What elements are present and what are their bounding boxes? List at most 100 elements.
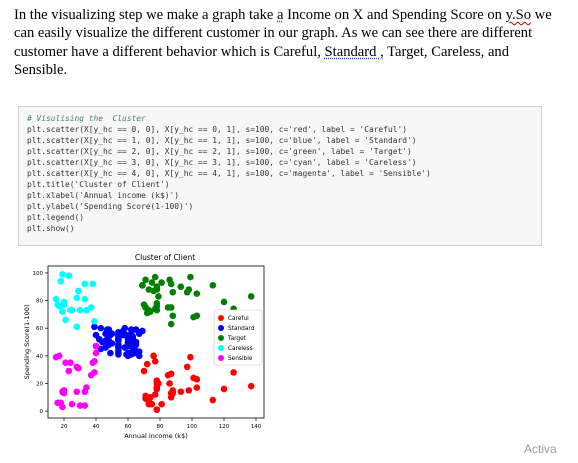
code-line: plt.scatter(X[y_hc == 4, 0], X[y_hc == 4… — [27, 169, 431, 178]
scatter-point-target — [139, 282, 146, 289]
grammar-flag-word: a — [277, 7, 284, 23]
scatter-point-careless — [76, 306, 84, 314]
scatter-point-target — [177, 283, 185, 291]
scatter-point-standard — [132, 338, 140, 346]
scatter-point-careful — [167, 370, 175, 378]
scatter-point-target — [158, 279, 165, 286]
legend-label: Careless — [228, 346, 253, 352]
paragraph-text: Target, Careless, and Sensible. — [14, 43, 510, 79]
scatter-point-standard — [129, 333, 137, 340]
scatter-point-careless — [81, 295, 89, 303]
scatter-point-careless — [59, 270, 66, 278]
scatter-point-careless — [83, 306, 90, 314]
chart-legend: Careful Standard Target Careless Sensible — [213, 309, 263, 366]
scatter-point-target — [187, 273, 194, 281]
scatter-point-sensible — [62, 359, 69, 367]
scatter-point-careless — [59, 308, 66, 315]
scatter-point-careful — [150, 352, 157, 360]
scatter-point-standard — [91, 323, 98, 331]
code-comment: # Visulising the Cluster — [27, 114, 146, 123]
scatter-point-standard — [135, 352, 143, 360]
scatter-point-careful — [169, 387, 177, 394]
y-tick-label: 20 — [36, 381, 43, 387]
scatter-point-careless — [81, 280, 89, 288]
scatter-point-sensible — [73, 388, 81, 396]
scatter-point-careful — [209, 396, 217, 404]
scatter-point-sensible — [75, 364, 82, 372]
scatter-point-careless — [87, 304, 95, 311]
code-line: plt.scatter(X[y_hc == 2, 0], X[y_hc == 2… — [27, 147, 412, 156]
x-tick-label: 100 — [187, 424, 198, 430]
scatter-point-careful — [183, 363, 191, 371]
code-line: plt.scatter(X[y_hc == 3, 0], X[y_hc == 3… — [27, 158, 417, 167]
code-line: plt.show() — [27, 224, 75, 233]
scatter-point-careful — [185, 387, 193, 394]
scatter-point-careful — [193, 384, 201, 391]
scatter-point-standard — [115, 344, 122, 351]
scatter-point-careless — [73, 323, 81, 331]
scatter-point-target — [167, 320, 175, 328]
legend-label: Standard — [228, 326, 255, 332]
legend-box — [213, 309, 263, 366]
scatter-point-careful — [153, 385, 161, 393]
scatter-point-target — [193, 290, 201, 297]
scatter-point-careful — [230, 369, 237, 376]
scatter-point-standard — [108, 340, 116, 347]
scatter-point-sensible — [55, 352, 63, 360]
scatter-point-target — [167, 304, 175, 311]
scatter-point-careful — [177, 388, 185, 396]
legend-marker — [218, 315, 224, 321]
scatter-point-target — [148, 279, 156, 286]
y-axis-label: Spending Score(1-100) — [23, 305, 31, 380]
scatter-point-careless — [73, 294, 81, 302]
scatter-point-sensible — [60, 389, 68, 397]
x-tick-label: 80 — [157, 424, 164, 430]
code-line: plt.title('Cluster of Client') — [27, 180, 170, 189]
scatter-point-careful — [143, 360, 151, 368]
data-points — [52, 270, 255, 414]
scatter-point-sensible — [92, 349, 100, 357]
scatter-point-standard — [107, 349, 114, 357]
scatter-point-careless — [62, 316, 69, 324]
y-tick-label: 40 — [36, 354, 43, 360]
spelling-flag-word: y.So — [505, 7, 532, 23]
scatter-point-target — [153, 300, 161, 307]
y-tick-label: 100 — [33, 271, 44, 277]
scatter-point-standard — [97, 324, 105, 332]
scatter-point-target — [169, 288, 177, 296]
code-line: plt.legend() — [27, 213, 85, 222]
scatter-point-careful — [140, 367, 148, 375]
scatter-point-careful — [247, 382, 255, 390]
paragraph-text: Income on X and Spending Score on — [283, 7, 506, 23]
scatter-point-target — [247, 293, 255, 300]
scatter-point-target — [220, 298, 228, 306]
code-line: plt.scatter(X[y_hc == 1, 0], X[y_hc == 1… — [27, 136, 417, 145]
scatter-point-target — [167, 280, 175, 288]
scatter-point-sensible — [59, 403, 66, 411]
legend-label: Careful — [228, 316, 249, 322]
code-line: plt.scatter(X[y_hc == 0, 0], X[y_hc == 0… — [27, 125, 408, 134]
scatter-point-target — [153, 284, 161, 292]
scatter-point-sensible — [91, 358, 98, 365]
paragraph-text: In the visualizing step we make a graph … — [14, 7, 278, 23]
scatter-point-sensible — [83, 384, 90, 391]
legend-marker — [218, 345, 224, 351]
legend-marker — [218, 335, 224, 341]
scatter-point-careless — [57, 277, 65, 285]
scatter-point-careful — [151, 358, 159, 365]
axis-ticks: 20 40 60 80 100 120 140 0 20 40 60 80 100 — [33, 271, 262, 430]
code-line: plt.xlabel('Annual income (k$)') — [27, 191, 180, 200]
scatter-point-sensible — [68, 400, 76, 408]
scatter-point-careful — [220, 385, 228, 393]
code-cell[interactable]: # Visulising the Cluster plt.scatter(X[y… — [18, 106, 542, 246]
scatter-point-careless — [65, 272, 73, 279]
legend-label: Sensible — [228, 356, 253, 362]
scatter-point-careless — [68, 306, 76, 314]
x-tick-label: 20 — [61, 424, 68, 430]
scatter-point-target — [169, 312, 177, 320]
paragraph-text: we can easily visualize the different cu… — [14, 7, 552, 60]
scatter-point-sensible — [91, 369, 98, 376]
scatter-point-target — [209, 282, 217, 289]
scatter-point-sensible — [67, 359, 74, 367]
scatter-point-careful — [155, 380, 162, 387]
